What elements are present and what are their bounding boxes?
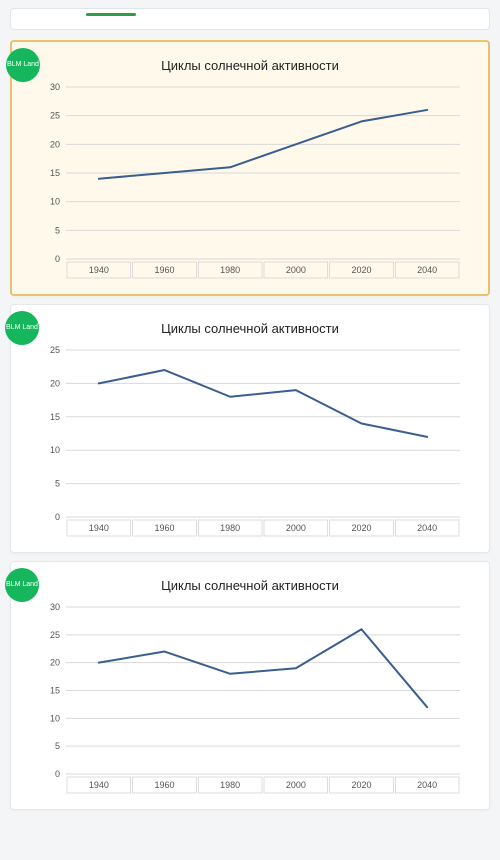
svg-text:1960: 1960 (154, 780, 174, 790)
svg-text:2020: 2020 (351, 780, 371, 790)
svg-text:0: 0 (55, 512, 60, 522)
svg-text:1980: 1980 (220, 265, 240, 275)
svg-text:0: 0 (55, 254, 60, 264)
svg-text:10: 10 (50, 445, 60, 455)
svg-text:1940: 1940 (89, 265, 109, 275)
svg-text:20: 20 (50, 139, 60, 149)
svg-text:2040: 2040 (417, 780, 437, 790)
svg-text:25: 25 (50, 111, 60, 121)
line-chart-svg: 0 5 10 15 20 25 30 1940 1960 1980 2000 2020 2040 (23, 601, 477, 796)
chart-wrap: 0 5 10 15 20 25 1940 1960 1980 2000 2020 2040 (23, 344, 477, 544)
svg-text:30: 30 (50, 82, 60, 92)
svg-text:1960: 1960 (154, 523, 174, 533)
svg-text:20: 20 (50, 658, 60, 668)
chart-wrap: 0 5 10 15 20 25 30 1940 1960 1980 2000 2020 2040 (24, 81, 476, 286)
svg-text:1960: 1960 (154, 265, 174, 275)
svg-text:2000: 2000 (286, 780, 306, 790)
brand-badge: BLM Land (5, 568, 39, 602)
chart-title: Циклы солнечной активности (23, 321, 477, 336)
svg-text:0: 0 (55, 769, 60, 779)
svg-text:1980: 1980 (220, 780, 240, 790)
top-bar (10, 8, 490, 30)
chart-card[interactable]: BLM LandЦиклы солнечной активности051015… (10, 561, 490, 810)
svg-text:2020: 2020 (351, 523, 371, 533)
chart-title: Циклы солнечной активности (24, 58, 476, 73)
svg-text:15: 15 (50, 686, 60, 696)
brand-badge-text: BLM Land (7, 61, 39, 69)
brand-badge: BLM Land (5, 311, 39, 345)
chart-card[interactable]: BLM LandЦиклы солнечной активности 0 5 10 15… (10, 40, 490, 296)
svg-text:10: 10 (50, 713, 60, 723)
svg-text:5: 5 (55, 479, 60, 489)
brand-badge-text: BLM Land (6, 324, 38, 332)
svg-text:20: 20 (50, 378, 60, 388)
line-chart-svg: 0 5 10 15 20 25 30 1940 1960 1980 2000 2020 2040 (24, 81, 476, 281)
svg-text:2000: 2000 (286, 265, 306, 275)
svg-text:1940: 1940 (89, 523, 109, 533)
chart-title: Циклы солнечной активности (23, 578, 477, 593)
svg-text:2020: 2020 (351, 265, 371, 275)
svg-text:15: 15 (50, 168, 60, 178)
svg-text:15: 15 (50, 412, 60, 422)
svg-text:2000: 2000 (286, 523, 306, 533)
svg-text:2040: 2040 (417, 265, 437, 275)
svg-text:10: 10 (50, 197, 60, 207)
svg-text:30: 30 (50, 602, 60, 612)
svg-text:5: 5 (55, 741, 60, 751)
svg-text:25: 25 (50, 630, 60, 640)
svg-text:2040: 2040 (417, 523, 437, 533)
svg-text:1940: 1940 (89, 780, 109, 790)
svg-text:1980: 1980 (220, 523, 240, 533)
brand-badge: BLM Land (6, 48, 40, 82)
svg-text:5: 5 (55, 225, 60, 235)
line-chart-svg: 0 5 10 15 20 25 1940 1960 1980 2000 2020 2040 (23, 344, 477, 539)
chart-card[interactable]: BLM LandЦиклы солнечной активности051015… (10, 304, 490, 553)
brand-badge-text: BLM Land (6, 581, 38, 589)
svg-text:25: 25 (50, 345, 60, 355)
chart-wrap: 0 5 10 15 20 25 30 1940 1960 1980 2000 2020 2040 (23, 601, 477, 801)
